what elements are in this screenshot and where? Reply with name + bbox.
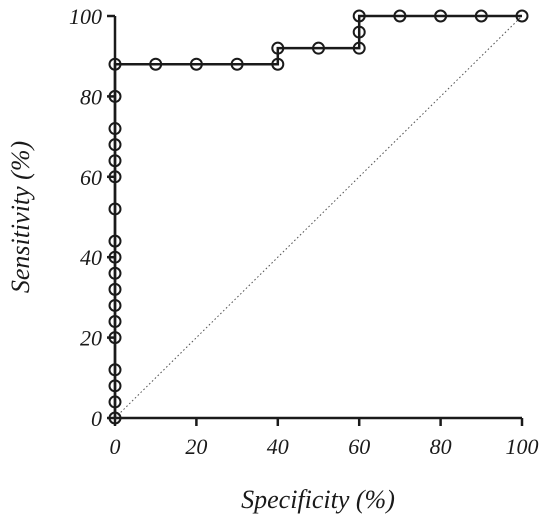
roc-point [515,9,529,23]
axes [113,16,522,420]
roc-point [108,395,122,409]
x-tick-label: 80 [430,434,452,459]
y-tick-label: 100 [69,4,102,29]
x-tick-label: 0 [110,434,121,459]
roc-point [108,282,122,296]
roc-point [271,41,285,55]
roc-point [108,250,122,264]
x-axis-ticks: 0 20 40 60 80 100 [110,418,539,459]
y-tick-label: 20 [80,326,102,351]
y-axis-ticks: 0 20 40 60 80 100 [69,4,115,431]
roc-point [108,122,122,136]
roc-point [393,9,407,23]
x-tick-label: 40 [267,434,289,459]
roc-point [108,298,122,312]
roc-point [434,9,448,23]
roc-point [312,41,325,55]
roc-point [149,57,163,71]
roc-point [108,363,122,377]
reference-diagonal-line [114,15,523,419]
roc-point [271,57,285,71]
roc-point [108,266,122,280]
roc-point [108,57,122,71]
y-axis-title: Sensitivity (%) [6,141,35,293]
roc-point [108,234,122,248]
roc-point [108,170,122,184]
x-tick-label: 20 [185,434,207,459]
roc-point [352,9,366,23]
roc-point [108,89,122,103]
x-axis-title: Specificity (%) [241,485,395,514]
roc-point [108,154,122,168]
roc-point [108,315,122,329]
x-tick-label: 60 [348,434,370,459]
roc-point [474,9,488,23]
y-tick-label: 60 [80,165,102,190]
roc-point [108,379,122,393]
roc-point [189,57,203,71]
roc-point [352,41,366,55]
y-tick-label: 0 [91,406,102,431]
roc-point [108,202,122,216]
roc-point [108,138,122,152]
roc-point [352,25,366,39]
y-tick-label: 80 [80,84,102,109]
roc-curve-line [113,14,522,418]
roc-point [108,411,122,425]
x-tick-label: 100 [506,434,539,459]
roc-point [108,331,122,345]
y-tick-label: 40 [80,245,102,270]
roc-point [230,57,244,71]
roc-markers [108,9,529,425]
